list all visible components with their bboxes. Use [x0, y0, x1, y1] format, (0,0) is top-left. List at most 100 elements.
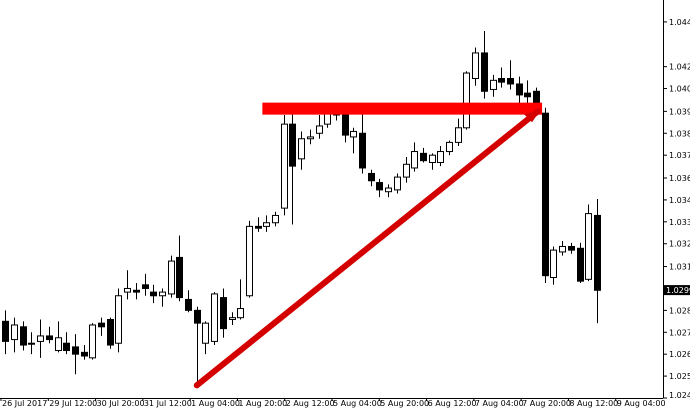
candle: [89, 323, 96, 360]
candle: [455, 118, 462, 147]
candle: [185, 290, 192, 313]
candle: [2, 310, 9, 355]
candle-body: [202, 322, 209, 344]
price-axis: 1.04460 1.04215 1.04095 1.03970 1.03850 1.037…: [663, 0, 690, 400]
candle-body: [490, 79, 497, 90]
time-tick-label: 29 Jul 12:00: [49, 399, 97, 408]
candle-body: [246, 225, 253, 297]
candle-body: [316, 125, 323, 134]
candle-body: [429, 154, 436, 163]
candle: [594, 199, 601, 324]
candle-body: [542, 112, 549, 277]
price-tick-label: 1.03605: [669, 174, 690, 183]
candle: [481, 31, 488, 99]
candle-body: [455, 127, 462, 143]
trendline-arrowhead: [524, 110, 541, 123]
candle: [463, 71, 470, 130]
candle-body: [585, 213, 592, 280]
candle: [359, 109, 366, 174]
time-tick-label: 9 Aug 04:00: [617, 399, 666, 408]
candle: [568, 242, 575, 254]
candle: [194, 306, 201, 384]
time-tick-label: 30 Jul 20:00: [97, 399, 145, 408]
candles: [2, 31, 601, 384]
candle: [72, 334, 79, 375]
candle-body: [133, 289, 140, 293]
candle-body: [194, 309, 201, 324]
candle-body: [55, 337, 62, 352]
time-tick-label: 5 Aug 20:00: [380, 399, 429, 408]
candle-body: [176, 256, 183, 299]
candle-body: [263, 222, 270, 227]
price-ticks: 1.04460 1.04215 1.04095 1.03970 1.03850 1.037…: [663, 18, 690, 400]
price-tick-label: 1.02640: [669, 350, 690, 359]
price-tick-label: 1.03365: [669, 218, 690, 227]
candle-body: [394, 176, 401, 191]
candle-body: [385, 187, 392, 193]
current-price-marker: 1.02991: [664, 285, 690, 296]
candle: [211, 292, 218, 346]
trendline: [193, 108, 542, 389]
candle-body: [507, 78, 514, 85]
candle-body: [498, 78, 505, 83]
candle-body: [446, 141, 453, 153]
candle-body: [124, 287, 131, 293]
candle: [316, 115, 323, 139]
candle-body: [463, 72, 470, 129]
candle-body: [81, 351, 88, 357]
candle: [159, 288, 166, 307]
time-ticks: 26 Jul 2017 29 Jul 12:00 30 Jul 20:00 31 Ju…: [0, 398, 666, 408]
candle: [28, 332, 35, 355]
price-tick-label: 1.03485: [669, 196, 690, 205]
candle: [246, 220, 253, 298]
candle-body: [437, 151, 444, 163]
candle-body: [63, 342, 70, 352]
candle: [81, 345, 88, 360]
candle-body: [11, 324, 18, 341]
candle-body: [37, 335, 44, 342]
candle: [115, 288, 122, 353]
candle-body: [411, 151, 418, 169]
time-tick-label: 8 Aug 12:00: [569, 399, 618, 408]
candle: [168, 255, 175, 298]
candle-body: [20, 326, 27, 346]
candle-body: [298, 138, 305, 160]
candle: [107, 317, 114, 349]
candle: [376, 178, 383, 198]
candle: [202, 321, 209, 355]
candle: [237, 279, 244, 320]
price-tick-label: 1.04460: [669, 18, 690, 27]
current-price-badge: [664, 285, 690, 296]
current-price-label: 1.02991: [666, 286, 690, 295]
candle: [255, 217, 262, 232]
time-tick-label: 2 Aug 12:00: [286, 399, 335, 408]
candle: [281, 115, 288, 216]
time-axis: 26 Jul 2017 29 Jul 12:00 30 Jul 20:00 31 Ju…: [0, 398, 666, 408]
candle-body: [403, 163, 410, 178]
candle-body: [159, 291, 166, 297]
candle-body: [350, 130, 357, 138]
price-tick-label: 1.03245: [669, 240, 690, 249]
candle: [368, 169, 375, 187]
candle: [394, 173, 401, 194]
time-tick-label: 7 Aug 04:00: [475, 399, 524, 408]
candle-body: [481, 52, 488, 92]
candle-body: [577, 247, 584, 282]
price-tick-label: 1.03850: [669, 129, 690, 138]
time-tick-label: 31 Jul 12:00: [144, 399, 192, 408]
candle-body: [142, 284, 149, 289]
resistance-level-line: [262, 102, 543, 115]
candle: [20, 321, 27, 351]
candle: [585, 204, 592, 282]
candle: [411, 142, 418, 172]
time-tick-label: 1 Aug 20:00: [238, 399, 287, 408]
candle-body: [220, 297, 227, 330]
candle-body: [516, 83, 523, 96]
candle-body: [307, 136, 314, 140]
time-tick-label: 26 Jul 2017: [2, 399, 47, 408]
candle-body: [568, 245, 575, 251]
candle-body: [272, 214, 279, 224]
price-tick-label: 1.02880: [669, 306, 690, 315]
candle-body: [46, 335, 53, 341]
